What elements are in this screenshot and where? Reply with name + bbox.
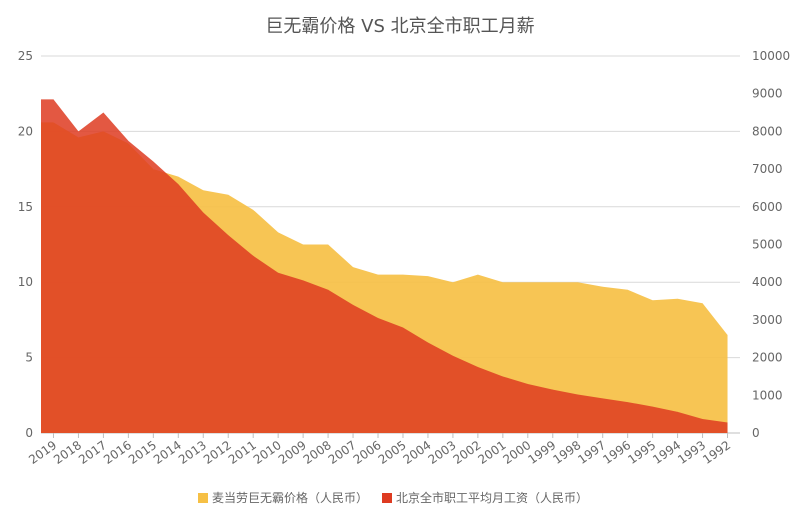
y-right-tick-label: 4000 — [752, 275, 783, 289]
y-right-tick-label: 10000 — [752, 49, 790, 63]
y-left-tick-label: 0 — [25, 426, 33, 440]
chart-title: 巨无霸价格 VS 北京全市职工月薪 — [265, 16, 534, 37]
x-tick-label: 1992 — [700, 438, 733, 467]
legend: 麦当劳巨无霸价格（人民币） 北京全市职工平均月工资（人民币） — [198, 490, 588, 505]
y-right-tick-label: 5000 — [752, 238, 783, 252]
y-right-tick-label: 0 — [752, 426, 760, 440]
y-left-tick-label: 25 — [18, 49, 33, 63]
y-right-tick-label: 2000 — [752, 351, 783, 365]
area-layer — [41, 99, 728, 434]
y-right-tick-label: 6000 — [752, 200, 783, 214]
legend-label-salary: 北京全市职工平均月工资（人民币） — [396, 490, 588, 505]
y-right-tick-label: 8000 — [752, 124, 783, 138]
y-left-tick-label: 15 — [18, 200, 33, 214]
y-right-tick-label: 9000 — [752, 87, 783, 101]
y-left-tick-label: 10 — [18, 275, 33, 289]
y-left-tick-label: 5 — [25, 351, 33, 365]
y-right-tick-label: 3000 — [752, 313, 783, 327]
legend-swatch-burger — [198, 493, 208, 503]
series-area-salary — [41, 99, 728, 433]
y-right-tick-label: 1000 — [752, 388, 783, 402]
y-left-tick-label: 20 — [18, 124, 33, 138]
y-right-tick-label: 7000 — [752, 162, 783, 176]
legend-swatch-salary — [382, 493, 392, 503]
legend-label-burger: 麦当劳巨无霸价格（人民币） — [212, 490, 368, 505]
